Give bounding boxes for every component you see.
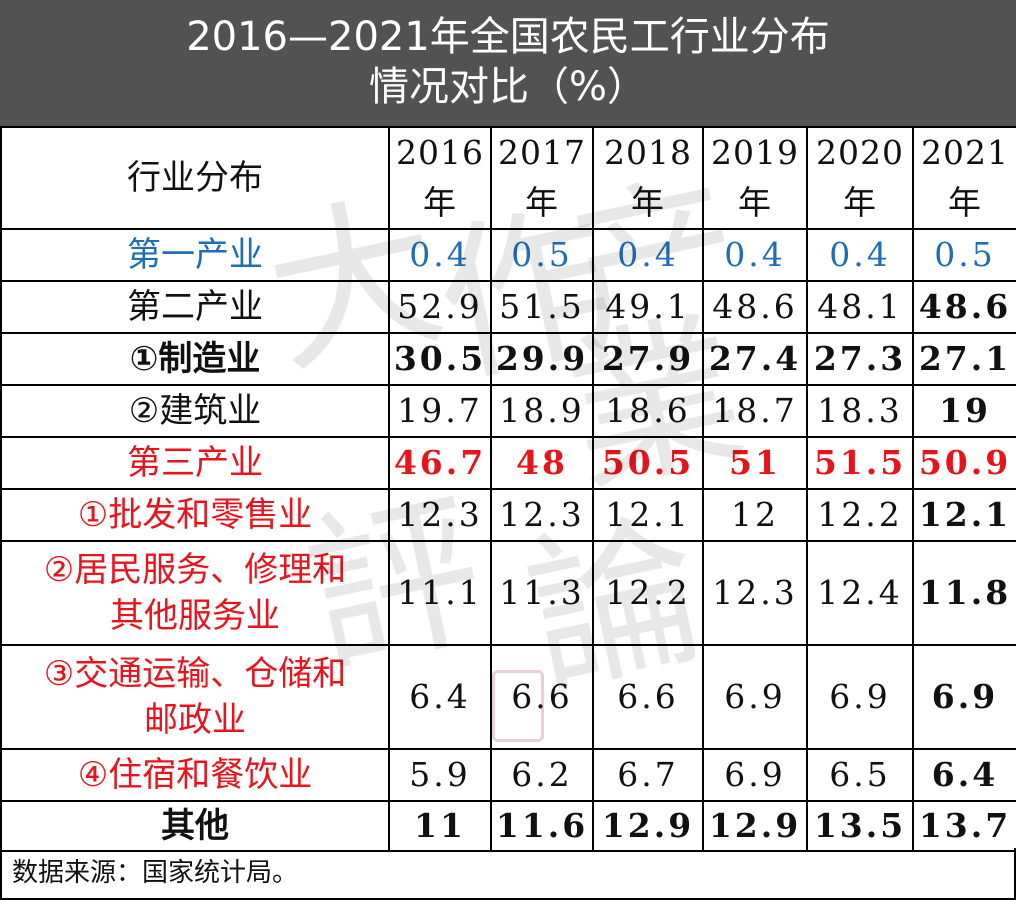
value-cell: 27.1 (912, 332, 1016, 386)
table-row: 第一产业 0.4 0.5 0.4 0.4 0.4 0.5 (0, 228, 1016, 282)
row-label-manufacturing: ①制造业 (0, 332, 390, 386)
value-cell: 48.1 (806, 280, 914, 334)
table-row: 第三产业 46.7 48 50.5 51 51.5 50.9 (0, 436, 1016, 490)
value-cell: 12.3 (490, 488, 594, 542)
table-row: ①批发和零售业 12.3 12.3 12.1 12 12.2 12.1 (0, 488, 1016, 542)
title-line-2: 情况对比（%） (368, 64, 647, 110)
value-cell: 0.5 (490, 228, 594, 282)
value-cell: 18.6 (592, 384, 704, 438)
table-row: ②建筑业 19.7 18.9 18.6 18.7 18.3 19 (0, 384, 1016, 438)
table-row: 第二产业 52.9 51.5 49.1 48.6 48.1 48.6 (0, 280, 1016, 334)
header-year-2017: 2017 年 (490, 126, 594, 230)
value-cell: 12.3 (702, 540, 808, 646)
row-label-tertiary: 第三产业 (0, 436, 390, 490)
value-cell: 6.6 (490, 644, 594, 750)
value-cell: 6.9 (806, 644, 914, 750)
row-label-wholesale-retail: ①批发和零售业 (0, 488, 390, 542)
table-row: ④住宿和餐饮业 5.9 6.2 6.7 6.9 6.5 6.4 (0, 748, 1016, 802)
title-line-1: 2016—2021年全国农民工行业分布 (186, 14, 830, 60)
value-cell: 27.9 (592, 332, 704, 386)
value-cell: 6.4 (912, 748, 1016, 802)
value-cell: 30.5 (388, 332, 492, 386)
value-cell: 50.5 (592, 436, 704, 490)
value-cell: 49.1 (592, 280, 704, 334)
value-cell: 12.2 (592, 540, 704, 646)
header-year-2016: 2016 年 (388, 126, 492, 230)
row-label-construction: ②建筑业 (0, 384, 390, 438)
header-year-2020: 2020 年 (806, 126, 914, 230)
value-cell: 12.1 (592, 488, 704, 542)
value-cell: 6.4 (388, 644, 492, 750)
value-cell: 52.9 (388, 280, 492, 334)
value-cell: 48 (490, 436, 594, 490)
header-year-2018: 2018 年 (592, 126, 704, 230)
value-cell: 46.7 (388, 436, 492, 490)
value-cell: 18.9 (490, 384, 594, 438)
value-cell: 12.9 (592, 800, 704, 852)
row-label-resident-services: ②居民服务、修理和 其他服务业 (0, 540, 390, 646)
value-cell: 48.6 (912, 280, 1016, 334)
row-label-other: 其他 (0, 800, 390, 852)
value-cell: 11.6 (490, 800, 594, 852)
value-cell: 6.2 (490, 748, 594, 802)
header-year-2019: 2019 年 (702, 126, 808, 230)
table-row: 其他 11 11.6 12.9 12.9 13.5 13.7 (0, 800, 1016, 852)
value-cell: 51 (702, 436, 808, 490)
value-cell: 6.6 (592, 644, 704, 750)
value-cell: 12.4 (806, 540, 914, 646)
value-cell: 18.3 (806, 384, 914, 438)
value-cell: 11.3 (490, 540, 594, 646)
value-cell: 11.1 (388, 540, 492, 646)
value-cell: 50.9 (912, 436, 1016, 490)
value-cell: 6.9 (912, 644, 1016, 750)
value-cell: 6.9 (702, 644, 808, 750)
value-cell: 27.4 (702, 332, 808, 386)
value-cell: 0.4 (702, 228, 808, 282)
value-cell: 18.7 (702, 384, 808, 438)
row-label-accommodation: ④住宿和餐饮业 (0, 748, 390, 802)
value-cell: 13.7 (912, 800, 1016, 852)
value-cell: 0.4 (806, 228, 914, 282)
value-cell: 12.1 (912, 488, 1016, 542)
row-label-transport: ③交通运输、仓储和 邮政业 (0, 644, 390, 750)
data-source-note: 数据来源：国家统计局。 (0, 848, 1016, 900)
value-cell: 13.5 (806, 800, 914, 852)
value-cell: 5.9 (388, 748, 492, 802)
table-row: ②居民服务、修理和 其他服务业 11.1 11.3 12.2 12.3 12.4 … (0, 540, 1016, 646)
value-cell: 6.7 (592, 748, 704, 802)
header-row: 行业分布 2016 年 2017 年 2018 年 2019 年 2020 年 2021 年 (0, 126, 1016, 230)
value-cell: 48.6 (702, 280, 808, 334)
row-label-secondary: 第二产业 (0, 280, 390, 334)
value-cell: 11.8 (912, 540, 1016, 646)
value-cell: 0.5 (912, 228, 1016, 282)
header-year-2021: 2021 年 (912, 126, 1016, 230)
table-row: ①制造业 30.5 29.9 27.9 27.4 27.3 27.1 (0, 332, 1016, 386)
value-cell: 12 (702, 488, 808, 542)
value-cell: 27.3 (806, 332, 914, 386)
value-cell: 11 (388, 800, 492, 852)
value-cell: 19.7 (388, 384, 492, 438)
table-title: 2016—2021年全国农民工行业分布 情况对比（%） (0, 0, 1016, 126)
value-cell: 0.4 (592, 228, 704, 282)
value-cell: 6.5 (806, 748, 914, 802)
value-cell: 6.9 (702, 748, 808, 802)
value-cell: 12.9 (702, 800, 808, 852)
table-row: ③交通运输、仓储和 邮政业 6.4 6.6 6.6 6.9 6.9 6.9 (0, 644, 1016, 750)
value-cell: 12.3 (388, 488, 492, 542)
value-cell: 0.4 (388, 228, 492, 282)
value-cell: 51.5 (806, 436, 914, 490)
value-cell: 19 (912, 384, 1016, 438)
row-label-primary: 第一产业 (0, 228, 390, 282)
data-table: 行业分布 2016 年 2017 年 2018 年 2019 年 2020 年 2021 年… (0, 126, 1016, 852)
header-category-cell: 行业分布 (0, 126, 390, 230)
value-cell: 29.9 (490, 332, 594, 386)
value-cell: 51.5 (490, 280, 594, 334)
value-cell: 12.2 (806, 488, 914, 542)
